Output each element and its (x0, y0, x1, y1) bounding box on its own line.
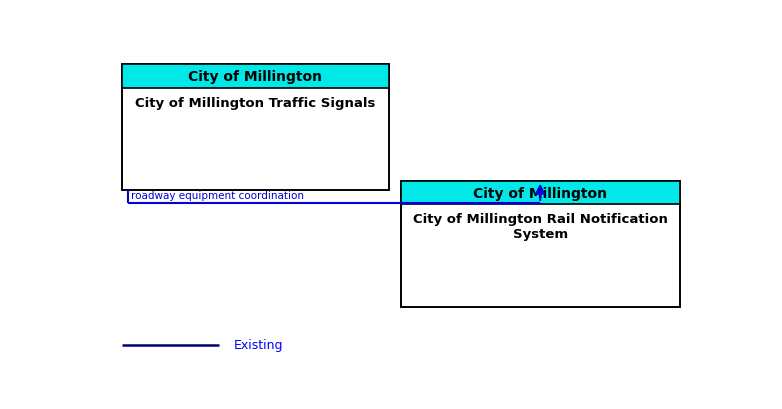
Text: City of Millington: City of Millington (473, 186, 607, 200)
Text: roadway equipment coordination: roadway equipment coordination (131, 191, 304, 201)
Bar (401, 181, 680, 307)
Bar (122, 65, 389, 88)
Bar (401, 181, 680, 205)
Text: Existing: Existing (234, 339, 284, 352)
Bar (122, 65, 389, 191)
Text: City of Millington Traffic Signals: City of Millington Traffic Signals (135, 96, 375, 109)
Bar (122, 65, 389, 191)
Text: City of Millington Rail Notification
System: City of Millington Rail Notification Sys… (413, 213, 668, 241)
Text: City of Millington: City of Millington (188, 70, 322, 83)
Bar (401, 181, 680, 307)
